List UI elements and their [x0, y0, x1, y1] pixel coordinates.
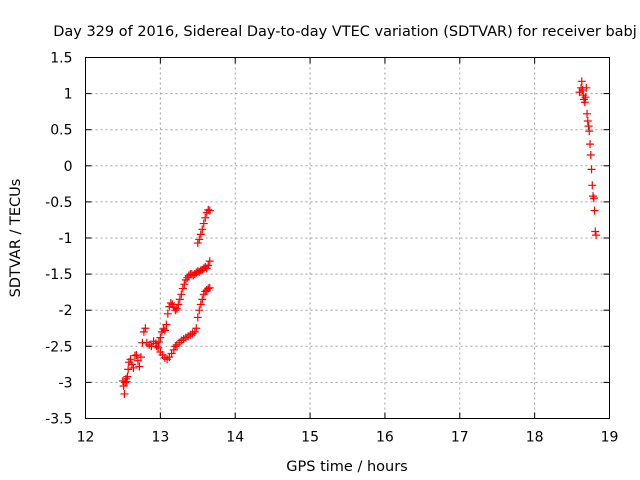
data-point	[580, 98, 589, 107]
y-tick-labels: 1.5 1 0.5 0 -0.5 -1 -1.5 -2 -2.5 -3 -3.5	[45, 51, 72, 428]
data-point	[130, 351, 139, 360]
y-tick-label: -2	[59, 303, 73, 319]
data-point	[123, 372, 132, 381]
x-tick-label: 17	[451, 430, 469, 446]
data-point	[582, 83, 591, 92]
data-point	[180, 280, 189, 289]
x-axis-label: GPS time / hours	[286, 459, 407, 475]
data-point	[119, 382, 128, 391]
x-tick-label: 16	[376, 430, 394, 446]
data-point	[193, 313, 202, 322]
data-point	[162, 320, 171, 329]
data-point	[163, 309, 172, 318]
data-point	[171, 342, 180, 351]
data-point	[199, 219, 208, 228]
data-point	[198, 295, 207, 304]
data-point	[196, 300, 205, 309]
data-point	[136, 353, 145, 362]
data-point	[584, 122, 593, 131]
y-tick-label: -2.5	[45, 339, 72, 355]
data-point	[589, 194, 598, 203]
data-point	[586, 140, 595, 149]
data-point	[127, 360, 136, 369]
x-tick-labels: 12 13 14 15 16 17 18 19	[77, 430, 619, 446]
data-point	[205, 283, 214, 292]
data-point	[174, 300, 183, 309]
data-point	[166, 298, 175, 307]
x-tick-label: 14	[226, 430, 244, 446]
data-point	[196, 230, 205, 239]
y-tick-label: -1	[59, 231, 73, 247]
data-point	[587, 165, 596, 174]
data-point	[122, 377, 131, 386]
data-point	[195, 306, 204, 315]
y-axis-label: SDTVAR / TECUs	[8, 179, 24, 298]
data-point	[590, 206, 599, 215]
x-tick-label: 15	[301, 430, 319, 446]
y-tick-label: -0.5	[45, 195, 72, 211]
data-point	[577, 77, 586, 86]
chart-title: Day 329 of 2016, Sidereal Day-to-day VTE…	[53, 24, 637, 40]
data-point	[195, 235, 204, 244]
data-point	[588, 181, 597, 190]
x-tick-label: 19	[601, 430, 619, 446]
data-point	[124, 365, 133, 374]
data-point	[160, 326, 169, 335]
y-tick-label: 1.5	[50, 51, 72, 67]
data-point	[192, 324, 201, 333]
y-tick-label: 0	[64, 159, 73, 175]
y-tick-label: -1.5	[45, 267, 72, 283]
data-point	[583, 117, 592, 126]
data-point	[204, 284, 213, 293]
data-point	[132, 350, 141, 359]
data-point	[592, 231, 601, 240]
data-point	[120, 389, 129, 398]
data-point	[581, 93, 590, 102]
data-point	[135, 362, 144, 371]
data-point	[178, 284, 187, 293]
data-point	[190, 327, 199, 336]
data-point	[175, 295, 184, 304]
data-point	[159, 324, 168, 333]
data-point	[177, 290, 186, 299]
data-point	[205, 206, 214, 215]
data-point	[198, 225, 207, 234]
data-point	[169, 345, 178, 354]
data-point	[193, 239, 202, 248]
data-point	[126, 355, 135, 364]
x-tick-label: 18	[526, 430, 544, 446]
data-point	[591, 227, 600, 236]
data-point	[139, 327, 148, 336]
data-point	[589, 192, 598, 201]
data-point	[154, 343, 163, 352]
data-point	[172, 304, 181, 313]
y-tick-label: 1	[64, 87, 73, 103]
data-point	[201, 213, 210, 222]
y-tick-label: 0.5	[50, 123, 72, 139]
data-point	[129, 363, 138, 372]
plot-frame	[85, 57, 610, 419]
data-point	[583, 109, 592, 118]
data-point	[586, 150, 595, 159]
data-point	[585, 127, 594, 136]
x-tick-label: 13	[151, 430, 169, 446]
data-point	[141, 324, 150, 333]
grid-lines	[85, 57, 610, 419]
data-point	[156, 333, 165, 342]
data-point	[204, 261, 213, 270]
x-tick-label: 12	[77, 430, 95, 446]
data-point	[152, 342, 161, 351]
data-point	[171, 306, 180, 315]
data-point	[154, 337, 163, 346]
y-tick-label: -3	[59, 375, 73, 391]
data-points	[118, 77, 601, 398]
y-tick-label: -3.5	[45, 412, 72, 428]
data-point	[204, 205, 213, 214]
data-point	[121, 378, 130, 387]
data-point	[205, 257, 214, 266]
